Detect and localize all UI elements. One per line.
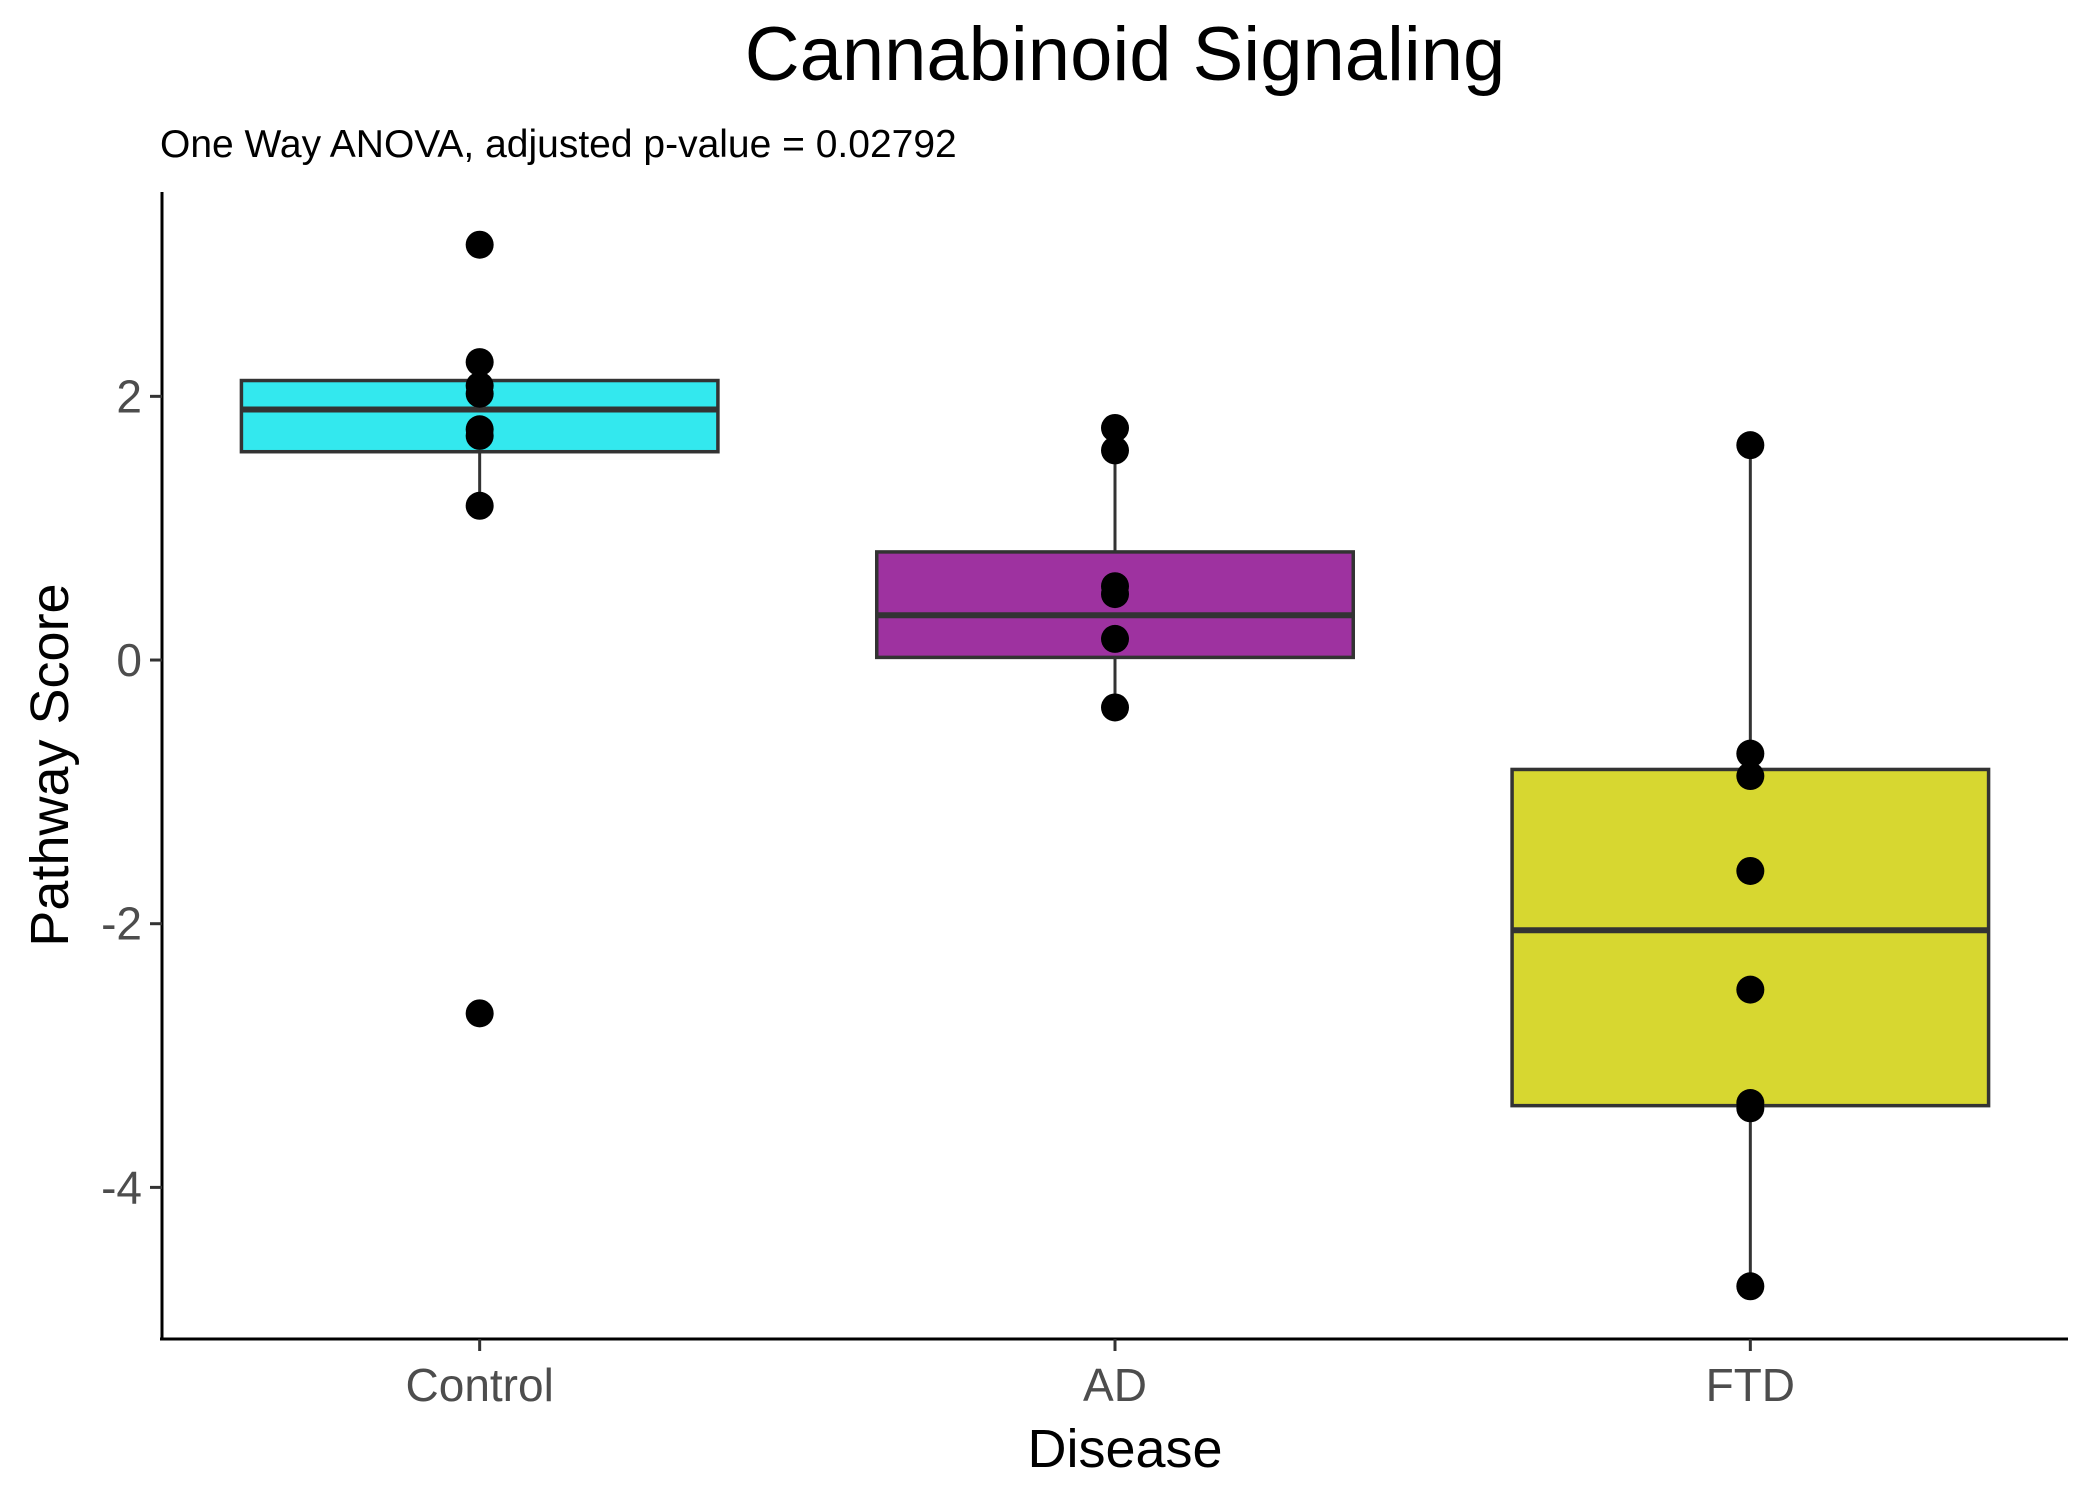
x-axis-title: Disease (1027, 1419, 1222, 1479)
control-data-point (465, 491, 494, 520)
x-axis-ticks: Control AD FTD (406, 1339, 1795, 1411)
plot-area (239, 230, 1991, 1301)
ftd-data-point (1736, 431, 1765, 460)
control-data-point (465, 230, 494, 259)
ftd-data-point (1736, 739, 1765, 768)
ad-data-point (1101, 413, 1129, 442)
ad-data-point (1101, 580, 1129, 609)
control-data-point (465, 999, 494, 1028)
control-data-point (465, 348, 494, 377)
y-tick-label: -4 (101, 1161, 142, 1213)
chart-title: Cannabinoid Signaling (745, 12, 1506, 97)
ftd-data-point (1736, 762, 1765, 791)
ftd-data-point (1736, 1094, 1765, 1123)
chart-subtitle: One Way ANOVA, adjusted p-value = 0.0279… (160, 123, 957, 166)
ad-data-point (1101, 436, 1129, 465)
ftd-data-point (1736, 856, 1765, 885)
ftd-data-point (1736, 1272, 1765, 1301)
control-data-point (465, 379, 494, 408)
x-tick-label: FTD (1706, 1359, 1795, 1411)
y-tick-label: -2 (101, 898, 142, 950)
y-tick-label: 0 (116, 634, 142, 686)
x-tick-label: AD (1083, 1359, 1147, 1411)
y-tick-label: 2 (116, 370, 142, 422)
x-tick-label: Control (406, 1359, 554, 1411)
ftd-data-point (1736, 975, 1765, 1004)
control-data-point (465, 421, 494, 450)
ad-data-point (1101, 693, 1129, 722)
ftd-box (1510, 767, 1991, 1108)
y-axis-title: Pathway Score (20, 583, 80, 946)
y-axis-ticks: 2 0 -2 -4 (101, 370, 162, 1213)
ad-data-point (1101, 624, 1129, 653)
